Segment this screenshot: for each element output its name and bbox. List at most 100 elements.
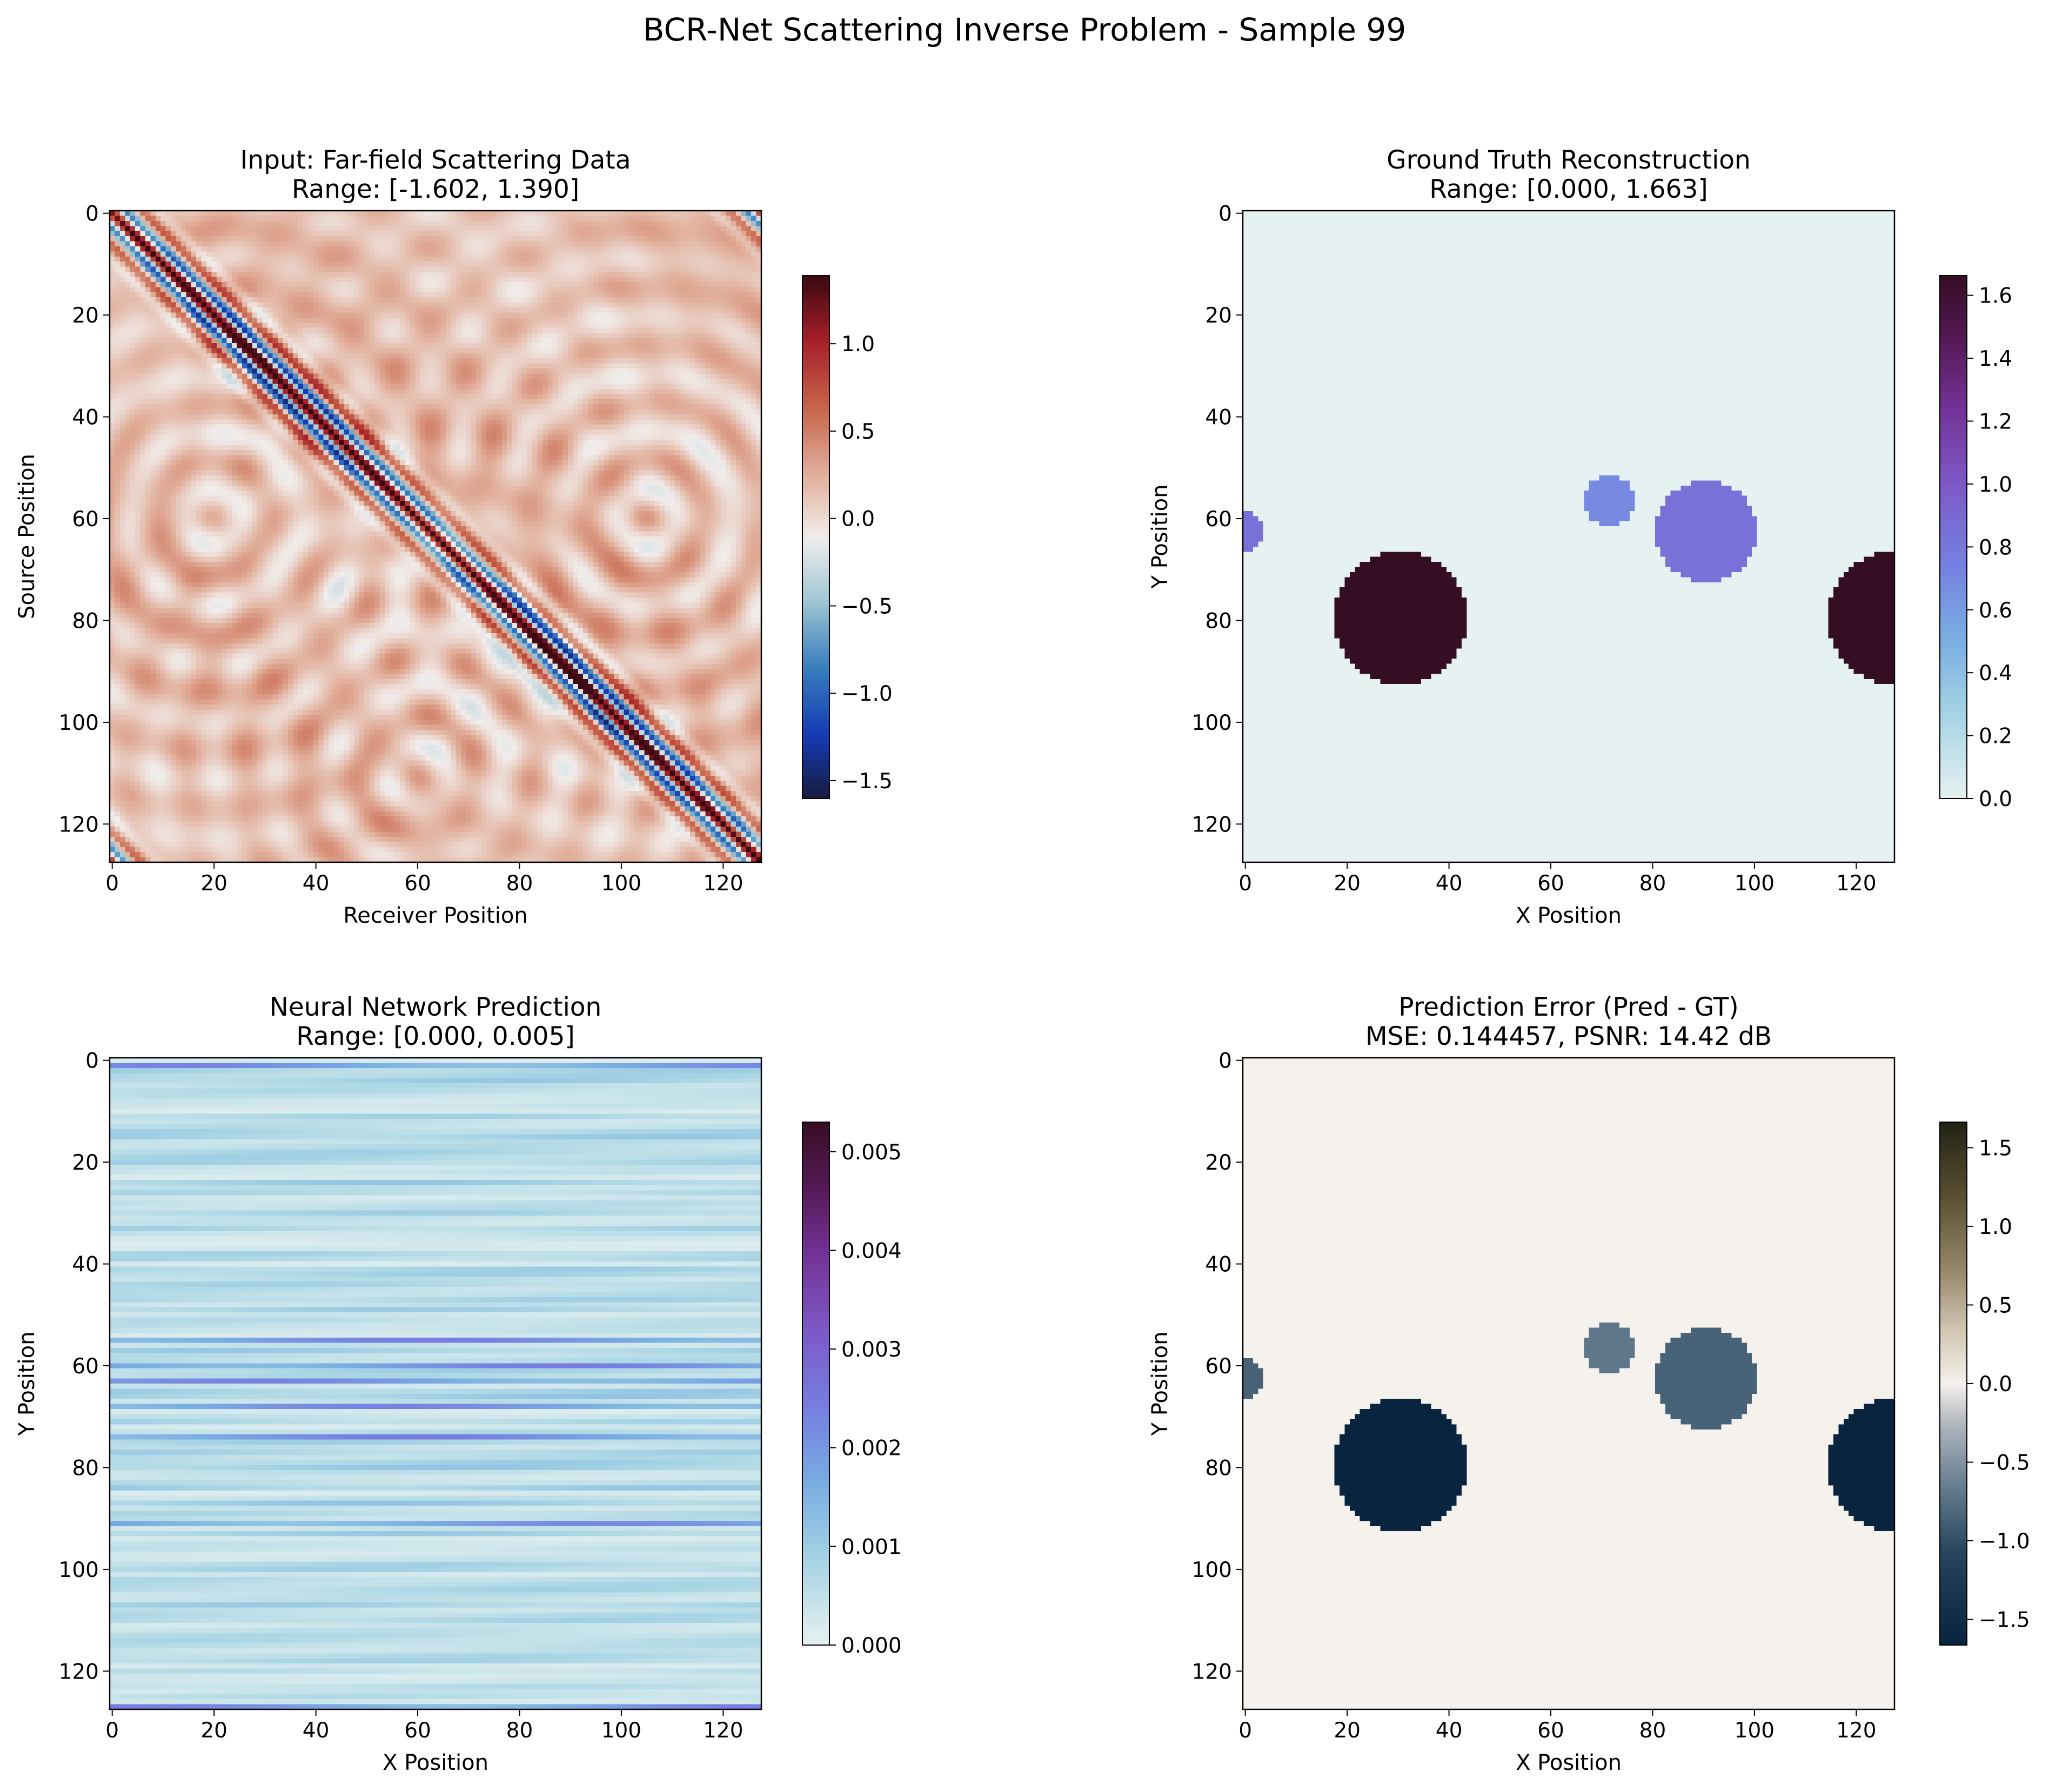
y-tick-label: 80	[72, 1456, 99, 1480]
y-tick-label: 100	[1192, 711, 1232, 735]
colorbar-tick-label: −0.5	[841, 594, 893, 619]
figure-suptitle: BCR-Net Scattering Inverse Problem - Sam…	[643, 11, 1406, 48]
colorbar-tick-label: 0.005	[841, 1140, 902, 1165]
x-tick-label: 100	[601, 871, 641, 896]
x-tick-label: 60	[404, 1719, 431, 1743]
colorbar-tick-label: 0.003	[841, 1338, 902, 1362]
x-tick-label: 120	[1836, 1719, 1876, 1743]
colorbar-tick-label: 1.4	[1979, 347, 2012, 371]
x-tick-label: 60	[1537, 871, 1564, 896]
colorbar-tick-label: 1.5	[1979, 1136, 2012, 1160]
y-tick-label: 60	[1205, 507, 1232, 532]
colorbar-tick-label: −1.0	[1979, 1529, 2030, 1554]
x-axis-label: Receiver Position	[343, 903, 528, 928]
y-tick-label: 20	[72, 304, 99, 328]
colorbar-tick-label: 1.2	[1979, 410, 2012, 434]
panel-title: Ground Truth Reconstruction	[1387, 145, 1751, 175]
colorbar-tick-label: 0.0	[1979, 1372, 2012, 1397]
colorbar-gradient	[802, 1122, 829, 1645]
x-tick-label: 20	[200, 871, 227, 896]
x-tick-label: 100	[601, 1719, 641, 1743]
colorbar-gradient	[802, 276, 829, 798]
x-tick-label: 100	[1735, 871, 1775, 896]
axes-frame	[1242, 210, 1896, 863]
colorbar-tick-label: 0.000	[841, 1634, 902, 1658]
colorbar-tick-label: 1.6	[1979, 284, 2012, 308]
y-tick-label: 120	[1192, 813, 1232, 837]
x-tick-label: 40	[303, 871, 330, 896]
x-tick-label: 40	[303, 1719, 330, 1743]
heatmap-image	[110, 211, 761, 862]
y-tick-label: 40	[72, 406, 99, 430]
y-tick-label: 100	[1192, 1558, 1232, 1582]
colorbar-tick-label: 0.5	[1979, 1293, 2012, 1318]
colorbar-tick-label: 0.5	[841, 420, 875, 444]
colorbar-tick-label: 1.0	[841, 332, 875, 357]
panel-subtitle: Range: [0.000, 0.005]	[296, 1022, 574, 1051]
y-axis-label: Source Position	[15, 454, 39, 619]
x-tick-label: 20	[1334, 871, 1361, 896]
colorbar-frame	[802, 1122, 830, 1646]
colorbar-frame	[1939, 275, 1967, 799]
y-tick-label: 120	[1192, 1660, 1232, 1684]
colorbar-tick-label: 0.0	[841, 507, 875, 532]
colorbar-tick-label: 0.002	[841, 1437, 902, 1461]
y-tick-label: 40	[1205, 406, 1232, 430]
colorbar-tick-label: 0.6	[1979, 599, 2012, 623]
colorbar-gradient	[1940, 276, 1967, 798]
y-tick-label: 100	[59, 711, 99, 735]
y-tick-label: 20	[1205, 1151, 1232, 1175]
panel-subtitle: Range: [0.000, 1.663]	[1429, 174, 1708, 204]
x-tick-label: 80	[1639, 871, 1666, 896]
x-tick-label: 20	[200, 1719, 227, 1743]
x-tick-label: 80	[1639, 1719, 1666, 1743]
colorbar-tick-label: 1.0	[1979, 1215, 2012, 1239]
colorbar-frame	[802, 275, 830, 799]
x-tick-label: 60	[1537, 1719, 1564, 1743]
y-axis-label: Y Position	[1148, 1332, 1173, 1437]
y-axis-label: Y Position	[1148, 485, 1173, 589]
x-tick-label: 80	[506, 871, 533, 896]
colorbar-tick-label: 0.0	[1979, 787, 2012, 811]
y-axis-label: Y Position	[15, 1332, 39, 1437]
colorbar-tick-label: 0.004	[841, 1239, 902, 1263]
y-tick-label: 120	[59, 1660, 99, 1684]
x-tick-label: 60	[404, 871, 431, 896]
colorbar-tick-label: 0.4	[1979, 661, 2012, 686]
y-tick-label: 40	[1205, 1253, 1232, 1277]
heatmap-image	[1243, 1058, 1894, 1709]
y-tick-label: 0	[1218, 202, 1232, 226]
colorbar-tick-label: −1.5	[841, 769, 893, 794]
x-tick-label: 100	[1735, 1719, 1775, 1743]
panel-title: Input: Far-field Scattering Data	[240, 145, 631, 175]
y-tick-label: 60	[72, 1354, 99, 1379]
y-tick-label: 120	[59, 813, 99, 837]
panel-title: Prediction Error (Pred - GT)	[1398, 992, 1738, 1022]
x-axis-label: X Position	[1516, 1750, 1622, 1775]
y-tick-label: 80	[72, 609, 99, 633]
x-tick-label: 20	[1334, 1719, 1361, 1743]
x-tick-label: 120	[703, 1719, 743, 1743]
y-tick-label: 0	[85, 202, 99, 226]
x-tick-label: 80	[506, 1719, 533, 1743]
y-tick-label: 60	[1205, 1354, 1232, 1379]
colorbar-tick-label: 0.8	[1979, 535, 2012, 560]
panel-subtitle: MSE: 0.144457, PSNR: 14.42 dB	[1365, 1022, 1772, 1051]
panel-4: Prediction Error (Pred - GT)MSE: 0.14445…	[1148, 992, 2030, 1775]
colorbar-tick-label: 0.001	[841, 1535, 902, 1559]
y-tick-label: 60	[72, 507, 99, 532]
x-tick-label: 0	[1238, 1719, 1252, 1743]
x-axis-label: X Position	[383, 1750, 488, 1775]
colorbar-tick-label: −0.5	[1979, 1451, 2030, 1475]
colorbar-gradient	[1940, 1122, 1967, 1645]
x-tick-label: 40	[1436, 871, 1463, 896]
x-tick-label: 0	[1238, 871, 1252, 896]
axes-frame	[1242, 1057, 1896, 1710]
x-tick-label: 0	[105, 1719, 119, 1743]
colorbar-tick-label: 1.0	[1979, 473, 2012, 497]
axes-frame	[109, 1057, 762, 1710]
panel-subtitle: Range: [-1.602, 1.390]	[292, 174, 579, 204]
